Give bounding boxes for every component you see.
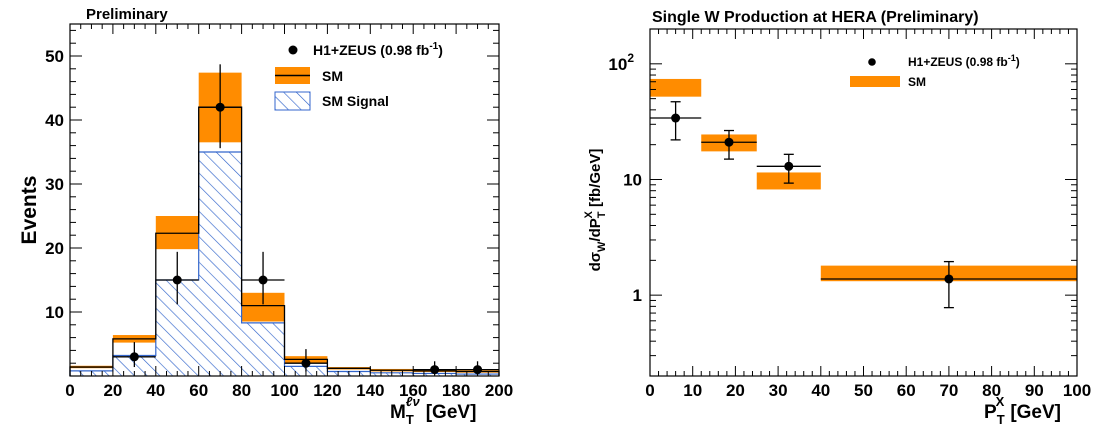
right-legend-data-label: H1+ZEUS (0.98 fb-1): [908, 53, 1020, 69]
left-legend-data-label: H1+ZEUS (0.98 fb-1): [313, 41, 443, 58]
right-x-tick-label: 100: [1063, 381, 1091, 400]
data-point: [258, 275, 268, 285]
left-xlabel-sup: ℓν: [406, 394, 421, 409]
right-y-tick-label: 10: [623, 170, 642, 189]
left-xlabel-unit: [GeV]: [426, 402, 477, 423]
left-x-tick-label: 120: [313, 381, 341, 400]
right-x-tick-label: 40: [811, 381, 830, 400]
left-y-axis-label: Events: [18, 176, 41, 245]
left-x-tick-label: 60: [189, 381, 208, 400]
right-y-tick-label: 102: [608, 51, 634, 74]
right-xlabel-unit: [GeV]: [1010, 402, 1061, 423]
data-point: [944, 274, 954, 284]
right-x-tick-label: 20: [726, 381, 745, 400]
right-x-tick-label: 80: [982, 381, 1001, 400]
legend-data-marker-right: [868, 58, 876, 66]
left-x-tick-label: 20: [103, 381, 122, 400]
data-point: [784, 161, 794, 171]
right-x-tick-label: 0: [645, 381, 654, 400]
left-x-tick-label: 40: [146, 381, 165, 400]
data-point: [430, 365, 440, 375]
left-y-tick-label: 50: [45, 47, 64, 66]
right-legend-sm-label: SM: [908, 75, 926, 89]
right-x-tick-label: 90: [1025, 381, 1044, 400]
left-x-tick-label: 140: [356, 381, 384, 400]
left-y-tick-label: 20: [45, 239, 64, 258]
left-legend-sm-label: SM: [322, 68, 343, 84]
left-xlabel-main: M: [390, 402, 406, 423]
left-x-axis-label: MTℓν [GeV]: [390, 394, 476, 427]
data-point: [172, 275, 182, 285]
svg-text:MTℓν[GeV]: MTℓν [GeV]: [390, 394, 476, 427]
left-xlabel-sub: T: [406, 412, 414, 427]
data-point: [301, 358, 311, 368]
right-x-tick-label: 60: [897, 381, 916, 400]
sm-band-bin: [650, 78, 702, 97]
left-x-tick-label: 80: [232, 381, 251, 400]
right-y-tick-label: 1: [633, 286, 642, 305]
left-x-tick-label: 100: [270, 381, 298, 400]
left-legend-signal-label: SM Signal: [322, 93, 389, 109]
right-x-axis-label: PTX [GeV]: [984, 394, 1061, 427]
right-chart: Single W Production at HERA (Preliminary…: [583, 9, 1091, 427]
right-xlabel-main: P: [984, 402, 997, 423]
legend-signal-swatch: [274, 91, 311, 111]
svg-text:PTX[GeV]: PTX [GeV]: [984, 394, 1061, 427]
left-chart-title: Preliminary: [86, 6, 168, 23]
data-point: [724, 137, 734, 147]
left-x-tick-label: 180: [442, 381, 470, 400]
legend-data-marker: [288, 45, 298, 55]
right-legend: H1+ZEUS (0.98 fb-1) SM: [850, 53, 1020, 89]
signal-bar: [198, 152, 242, 376]
left-chart: Preliminary Events MTℓν [GeV] 0 20 40 60 80 10…: [18, 6, 513, 427]
right-x-tick-label: 50: [854, 381, 873, 400]
left-y-tick-label: 40: [45, 111, 64, 130]
right-x-tick-label: 30: [769, 381, 788, 400]
svg-text:dσW/dPTX [fb/GeV]: dσW/dPTX [fb/GeV]: [583, 149, 608, 272]
right-xlabel-sup: X: [996, 394, 1005, 409]
data-point: [129, 352, 139, 362]
signal-bar: [241, 322, 285, 376]
right-x-tick-label: 70: [939, 381, 958, 400]
data-point: [473, 365, 483, 375]
left-legend: H1+ZEUS (0.98 fb-1) SM SM Signal: [274, 41, 443, 111]
left-x-tick-label: 0: [65, 381, 74, 400]
left-y-tick-label: 30: [45, 175, 64, 194]
right-xlabel-sub: T: [997, 412, 1005, 427]
data-point: [215, 102, 225, 112]
right-x-tick-label: 10: [683, 381, 702, 400]
right-chart-title: Single W Production at HERA (Preliminary…: [652, 9, 979, 26]
left-plot-area: 0 20 40 60 80 100 120 140 160 180 200 10 20 30 40 50: [45, 23, 513, 400]
left-x-tick-label: 160: [399, 381, 427, 400]
right-y-axis-label: dσW/dPTX [fb/GeV]: [583, 149, 608, 272]
legend-sm-swatch-right: [850, 76, 900, 87]
data-point: [671, 113, 681, 123]
left-y-tick-label: 10: [45, 303, 64, 322]
left-x-tick-label: 200: [485, 381, 513, 400]
